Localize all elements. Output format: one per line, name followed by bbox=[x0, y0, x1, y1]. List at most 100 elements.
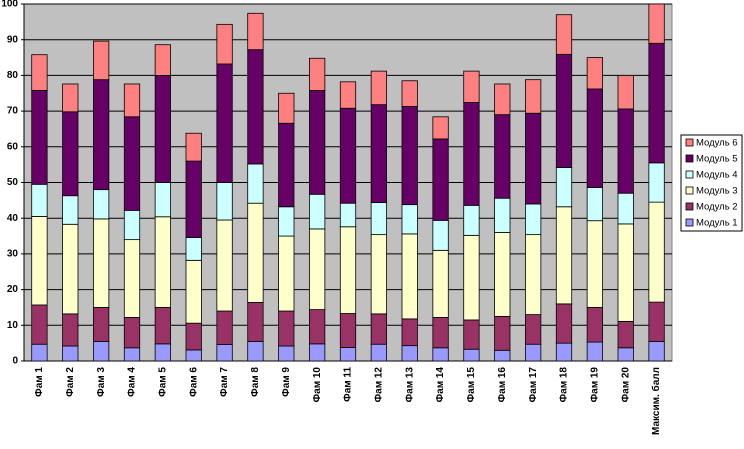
bar-segment bbox=[62, 195, 79, 225]
bar-segment bbox=[555, 53, 573, 168]
bar-segment bbox=[123, 347, 141, 362]
bar-segment bbox=[648, 42, 665, 164]
bar-segment bbox=[525, 343, 542, 362]
bar-segment bbox=[555, 167, 573, 208]
legend-swatch bbox=[685, 202, 694, 211]
bar-segment bbox=[93, 189, 110, 220]
x-tick-label: Фам 15 bbox=[466, 367, 477, 403]
bar-segment bbox=[370, 104, 387, 203]
x-tick-label: Фам 8 bbox=[250, 367, 261, 397]
legend-swatch bbox=[685, 154, 694, 163]
x-tick-label: Максим. балл bbox=[650, 367, 662, 435]
bar-segment bbox=[62, 223, 79, 315]
bar-segment bbox=[401, 106, 418, 206]
bar-segment bbox=[586, 88, 603, 188]
x-tick-label: Фам 1 bbox=[34, 367, 45, 397]
bar-segment bbox=[648, 162, 665, 203]
y-tick-label: 10 bbox=[7, 320, 19, 331]
bar-segment bbox=[31, 343, 48, 362]
bar-segment bbox=[93, 79, 110, 191]
legend-swatch bbox=[685, 218, 694, 227]
bar-segment bbox=[62, 313, 79, 347]
bar-segment bbox=[185, 259, 202, 324]
x-tick-label: Фам 12 bbox=[373, 367, 384, 403]
bar-segment bbox=[586, 57, 603, 90]
bar-segment bbox=[555, 303, 573, 344]
legend-label: Модуль 5 bbox=[696, 154, 738, 165]
bar-segment bbox=[463, 234, 480, 321]
bar-segment bbox=[31, 89, 48, 185]
bar-segment bbox=[123, 209, 141, 241]
legend-label: Модуль 4 bbox=[696, 170, 738, 181]
bar-segment bbox=[216, 344, 233, 362]
bar-segment bbox=[185, 322, 202, 351]
bar-segment bbox=[247, 12, 264, 51]
bar-segment bbox=[525, 79, 542, 114]
bar-segment bbox=[586, 307, 603, 343]
x-tick-label: Фам 19 bbox=[589, 367, 600, 403]
bar-segment bbox=[617, 347, 634, 362]
bar-segment bbox=[154, 343, 171, 362]
bar-segment bbox=[278, 92, 295, 124]
bar-segment bbox=[309, 309, 326, 345]
bar-segment bbox=[123, 239, 141, 318]
bar-segment bbox=[154, 44, 171, 76]
bar-segment bbox=[555, 342, 573, 362]
bar-segment bbox=[586, 220, 603, 308]
bar-segment bbox=[31, 304, 48, 345]
bar-segment bbox=[370, 234, 387, 315]
y-tick-label: 60 bbox=[7, 141, 19, 152]
bar-segment bbox=[247, 163, 264, 204]
bar-segment bbox=[185, 237, 202, 261]
bar-segment bbox=[309, 228, 326, 310]
x-tick-label: Фам 2 bbox=[65, 367, 76, 397]
bar-segment bbox=[525, 234, 542, 315]
legend-swatch bbox=[685, 186, 694, 195]
bar-segment bbox=[154, 216, 171, 308]
bar-segment bbox=[432, 219, 449, 251]
legend-swatch bbox=[685, 170, 694, 179]
bar-segment bbox=[432, 317, 449, 349]
bar-segment bbox=[278, 206, 295, 237]
bar-segment bbox=[247, 49, 264, 165]
x-tick-label: Фам 3 bbox=[96, 367, 107, 397]
bar-segment bbox=[463, 348, 480, 362]
bar-segment bbox=[401, 345, 418, 362]
bar-segment bbox=[309, 57, 326, 91]
y-tick-label: 30 bbox=[7, 249, 19, 260]
bar-segment bbox=[617, 75, 634, 110]
bar-segment bbox=[309, 89, 326, 195]
bar-segment bbox=[93, 218, 110, 308]
bar-segment bbox=[494, 197, 511, 233]
legend-label: Модуль 2 bbox=[696, 202, 738, 213]
legend-label: Модуль 3 bbox=[696, 186, 738, 197]
y-tick-label: 90 bbox=[7, 34, 19, 45]
bar-segment bbox=[154, 75, 171, 183]
bar-segment bbox=[432, 116, 449, 140]
bar-segment bbox=[339, 107, 357, 204]
x-tick-label: Фам 14 bbox=[435, 367, 446, 403]
bar-segment bbox=[278, 122, 295, 208]
y-tick-label: 40 bbox=[7, 213, 19, 224]
bar-segment bbox=[216, 182, 233, 221]
bar-segment bbox=[154, 307, 171, 345]
bar-segment bbox=[494, 232, 511, 317]
bar-segment bbox=[154, 182, 171, 218]
y-tick-label: 100 bbox=[1, 0, 18, 10]
bar-segment bbox=[617, 320, 634, 349]
bar-segment bbox=[185, 160, 202, 238]
bar-segment bbox=[339, 81, 357, 109]
bar-segment bbox=[31, 54, 48, 91]
bar-segment bbox=[339, 347, 357, 362]
bar-segment bbox=[93, 340, 110, 362]
bar-segment bbox=[62, 345, 79, 362]
bar-segment bbox=[339, 226, 357, 314]
bar-segment bbox=[463, 70, 480, 103]
x-tick-label: Фам 11 bbox=[343, 367, 354, 402]
bar-segment bbox=[62, 83, 79, 113]
x-tick-label: Фам 20 bbox=[620, 367, 631, 403]
bar-segment bbox=[432, 249, 449, 318]
bar-segment bbox=[494, 315, 511, 351]
legend-label: Модуль 1 bbox=[696, 218, 738, 229]
bar-segment bbox=[555, 14, 573, 55]
